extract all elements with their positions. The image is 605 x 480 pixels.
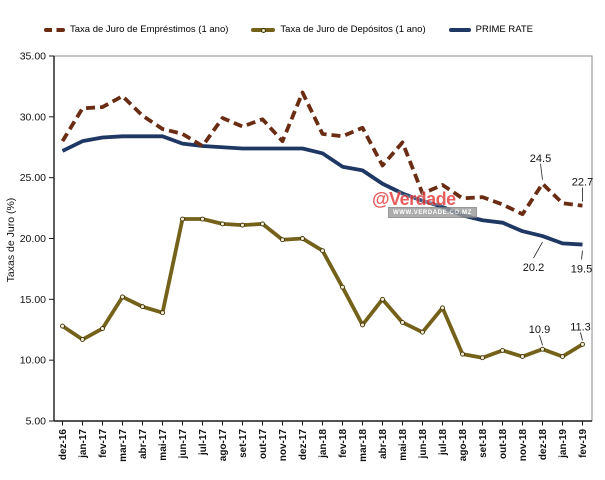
depositos-marker bbox=[400, 320, 405, 325]
depositos-marker bbox=[120, 294, 125, 300]
depositos-marker bbox=[360, 322, 365, 328]
x-tick-label: mai-17 bbox=[158, 429, 169, 461]
depositos-marker bbox=[60, 323, 65, 329]
x-tick-label: jan-19 bbox=[558, 429, 569, 459]
series-line-emprestimos bbox=[60, 90, 583, 217]
depositos-marker bbox=[440, 305, 445, 311]
depositos-marker bbox=[160, 310, 165, 316]
depositos-marker bbox=[140, 304, 145, 310]
depositos-marker bbox=[500, 347, 505, 353]
x-tick-label: out-18 bbox=[498, 429, 509, 459]
x-tick-label: jun-18 bbox=[418, 429, 429, 460]
legend-solid-line-icon bbox=[448, 27, 471, 32]
depositos-marker bbox=[200, 216, 205, 222]
depositos-marker bbox=[420, 329, 425, 335]
annotation-leader-line bbox=[581, 250, 583, 260]
depositos-marker bbox=[580, 341, 585, 347]
depositos-marker bbox=[540, 346, 545, 352]
y-tick-label: 20.00 bbox=[20, 233, 46, 245]
x-tick-label: jul-17 bbox=[198, 429, 209, 457]
depositos-marker bbox=[80, 337, 85, 342]
x-tick-label: jan-17 bbox=[78, 429, 89, 459]
series-line-depositos bbox=[61, 217, 584, 360]
series-line-prime bbox=[61, 134, 583, 247]
annotation-leader-line bbox=[540, 163, 543, 180]
depositos-marker bbox=[480, 355, 485, 361]
y-tick-label: 10.00 bbox=[20, 355, 46, 367]
depositos-marker bbox=[340, 284, 345, 290]
x-tick-label: fev-17 bbox=[98, 429, 109, 458]
x-tick-label: out-17 bbox=[258, 429, 269, 459]
x-tick-label: jul-18 bbox=[438, 429, 449, 457]
annotation-value: 11.3 bbox=[570, 321, 591, 333]
legend-dashed-line-icon bbox=[44, 27, 65, 32]
legend-label-depositos: Taxa de Juro de Depósitos (1 ano) bbox=[280, 24, 426, 35]
x-tick-label: mar-18 bbox=[358, 429, 369, 462]
annotation-value: 24.5 bbox=[530, 153, 551, 165]
x-tick-label: dez-18 bbox=[538, 429, 549, 461]
x-tick-label: abr-18 bbox=[378, 429, 389, 459]
x-tick-label: dez-16 bbox=[58, 429, 69, 461]
y-tick-label: 30.00 bbox=[20, 111, 46, 123]
x-tick-label: ago-18 bbox=[458, 429, 469, 462]
plot-frame bbox=[53, 55, 593, 422]
depositos-marker bbox=[260, 221, 265, 227]
x-tick-label: nov-18 bbox=[518, 429, 529, 462]
depositos-marker bbox=[520, 354, 525, 359]
depositos-marker bbox=[100, 326, 105, 331]
legend-item-depositos: Taxa de Juro de Depósitos (1 ano) bbox=[251, 24, 426, 35]
x-tick-label: fev-18 bbox=[338, 429, 349, 458]
annotation-leader-line bbox=[533, 241, 543, 259]
annotation-value: 19.5 bbox=[571, 264, 592, 276]
depositos-marker bbox=[280, 237, 285, 243]
x-tick-label: jun-17 bbox=[178, 429, 189, 460]
depositos-marker bbox=[560, 354, 565, 359]
x-tick-label: dez-17 bbox=[298, 429, 309, 461]
legend-item-prime-rate: PRIME RATE bbox=[448, 24, 533, 35]
x-tick-label: mai-18 bbox=[398, 429, 409, 461]
y-tick-label: 5.00 bbox=[26, 416, 47, 428]
y-tick-label: 25.00 bbox=[20, 172, 46, 184]
depositos-marker bbox=[240, 222, 245, 228]
x-tick-label: set-18 bbox=[478, 429, 489, 458]
y-tick-label: 15.00 bbox=[20, 294, 46, 306]
x-tick-label: abr-17 bbox=[138, 429, 149, 459]
x-tick-label: set-17 bbox=[238, 429, 249, 458]
depositos-marker bbox=[380, 296, 385, 302]
x-tick-label: nov-17 bbox=[278, 429, 289, 462]
depositos-marker bbox=[460, 351, 465, 357]
chart-legend: Taxa de Juro de Empréstimos (1 ano) Taxa… bbox=[44, 24, 533, 35]
legend-marker-line-icon bbox=[251, 27, 276, 33]
legend-label-emprestimos: Taxa de Juro de Empréstimos (1 ano) bbox=[70, 24, 229, 35]
x-tick-label: ago-17 bbox=[218, 429, 229, 462]
y-tick-label: 35.00 bbox=[20, 51, 46, 63]
depositos-marker bbox=[300, 236, 305, 241]
depositos-marker bbox=[320, 248, 325, 254]
annotation-value: 22.7 bbox=[572, 177, 593, 189]
annotation-value: 10.9 bbox=[529, 324, 550, 336]
x-tick-label: jan-18 bbox=[318, 429, 329, 459]
x-tick-label: fev-19 bbox=[578, 429, 589, 458]
depositos-marker bbox=[180, 216, 185, 222]
x-tick-label: mar-17 bbox=[118, 429, 129, 462]
annotation-value: 20.2 bbox=[523, 262, 544, 274]
annotation-leader-line bbox=[539, 335, 543, 346]
legend-label-prime-rate: PRIME RATE bbox=[475, 24, 533, 35]
legend-item-emprestimos: Taxa de Juro de Empréstimos (1 ano) bbox=[44, 24, 228, 35]
depositos-marker bbox=[220, 221, 225, 227]
y-axis-title: Taxas de Juro (%) bbox=[5, 198, 17, 283]
annotation-leader-line bbox=[580, 332, 583, 341]
